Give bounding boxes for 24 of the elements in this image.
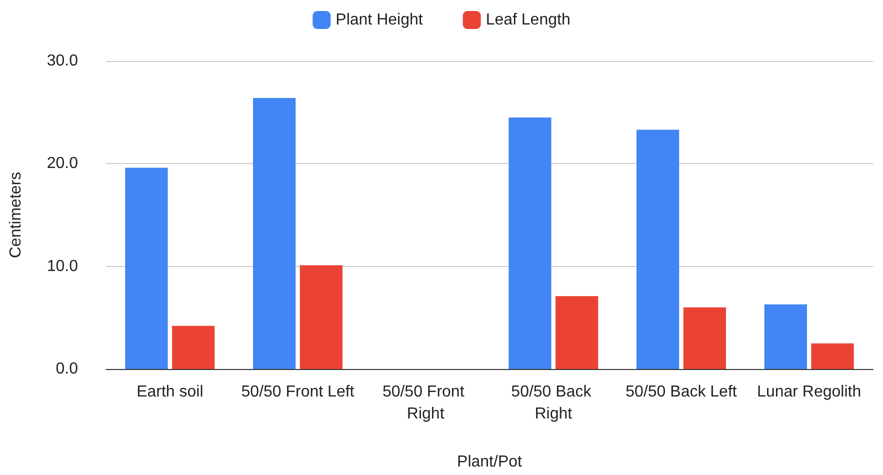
- y-tick-label: 10.0: [46, 258, 78, 275]
- bar: [125, 168, 168, 369]
- y-tick-label: 0.0: [56, 360, 78, 378]
- x-tick-label: Earth soil: [136, 384, 204, 400]
- bar: [253, 98, 296, 369]
- legend-label: Leaf Length: [486, 12, 570, 28]
- bar: [764, 304, 807, 369]
- x-tick-label: 50/50 Back Right: [511, 384, 596, 422]
- x-axis-title: Plant/Pot: [457, 454, 523, 470]
- x-tick-label: 50/50 Back Left: [626, 384, 738, 400]
- bar: [508, 117, 552, 369]
- x-tick-label: Lunar Regolith: [757, 384, 862, 400]
- legend-label: Plant Height: [336, 12, 424, 28]
- bar: [300, 265, 342, 369]
- y-tick-label: 30.0: [46, 52, 78, 70]
- bar: [556, 296, 598, 369]
- y-axis-title: Centimeters: [8, 172, 24, 258]
- bar: [636, 130, 680, 369]
- bar: [683, 307, 726, 369]
- x-tick-label: 50/50 Front Left: [241, 384, 355, 400]
- x-tick-label: 50/50 Front Right: [382, 384, 469, 422]
- bar: [811, 343, 854, 369]
- bar: [172, 326, 215, 369]
- y-tick-label: 20.0: [46, 155, 78, 172]
